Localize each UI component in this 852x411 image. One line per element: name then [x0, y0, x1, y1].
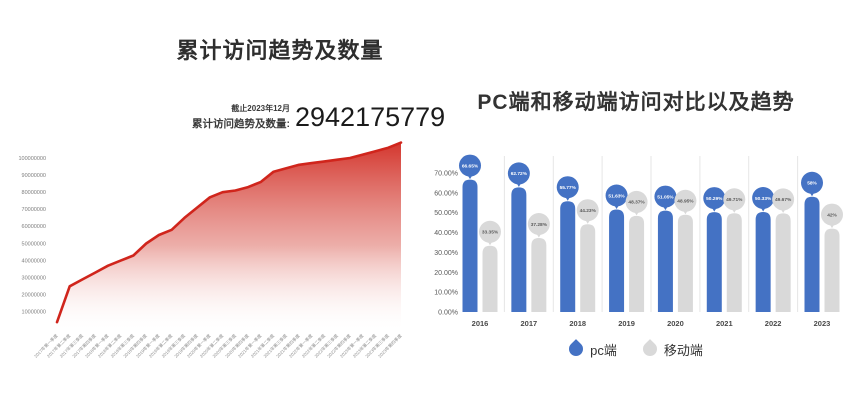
mobile-legend-label: 移动端 [663, 342, 703, 358]
cumulative-annotation: 截止2023年12月 累计访问趋势及数量: 2942175779 [192, 103, 445, 131]
svg-text:33.35%: 33.35% [482, 230, 499, 236]
svg-text:90000000: 90000000 [22, 173, 46, 179]
svg-text:37.28%: 37.28% [531, 222, 548, 228]
svg-text:49.67%: 49.67% [775, 197, 792, 203]
annotation-text-block: 截止2023年12月 累计访问趋势及数量: [192, 103, 290, 131]
svg-text:60000000: 60000000 [22, 224, 46, 230]
svg-text:2023: 2023 [814, 319, 831, 328]
svg-text:40.00%: 40.00% [434, 230, 458, 237]
svg-text:50.00%: 50.00% [434, 210, 458, 217]
svg-text:30.00%: 30.00% [434, 250, 458, 257]
svg-text:60.00%: 60.00% [434, 190, 458, 197]
annotation-label: 累计访问趋势及数量: [192, 118, 290, 130]
svg-text:2022: 2022 [765, 319, 782, 328]
svg-text:44.23%: 44.23% [580, 208, 597, 214]
svg-text:51.05%: 51.05% [657, 194, 674, 200]
pc-mobile-bar-chart: 0.00% 10.00% 20.00% 30.00% 40.00% 50.00% 60.00… [434, 154, 843, 328]
cumulative-area-chart: 10000000 20000000 30000000 40000000 50000000… [18, 141, 404, 359]
svg-text:40000000: 40000000 [22, 258, 46, 264]
svg-text:70.00%: 70.00% [434, 171, 458, 178]
svg-text:66.65%: 66.65% [462, 163, 479, 169]
legend-item-mobile[interactable]: 移动端 [639, 339, 703, 359]
comparison-chart-title: PC端和移动端访问对比以及趋势 [477, 91, 795, 114]
svg-text:2018: 2018 [569, 319, 586, 328]
cumulative-chart-title: 累计访问趋势及数量 [176, 38, 384, 63]
svg-text:2017: 2017 [521, 319, 538, 328]
svg-text:70000000: 70000000 [22, 207, 46, 213]
svg-text:80000000: 80000000 [22, 190, 46, 196]
legend-item-pc[interactable]: pc端 [566, 339, 617, 359]
svg-text:51.63%: 51.63% [608, 193, 625, 199]
svg-text:2019: 2019 [618, 319, 635, 328]
svg-text:20.00%: 20.00% [434, 270, 458, 277]
svg-text:2016: 2016 [472, 319, 489, 328]
svg-text:10000000: 10000000 [22, 310, 46, 316]
chart-legend: pc端 移动端 [420, 337, 852, 361]
svg-text:50.33%: 50.33% [755, 196, 772, 202]
svg-text:58%: 58% [807, 181, 817, 187]
pc-legend-label: pc端 [590, 342, 617, 358]
svg-text:20000000: 20000000 [22, 293, 46, 299]
svg-text:2020: 2020 [667, 319, 684, 328]
pc-drop-icon [566, 339, 587, 359]
svg-text:48.95%: 48.95% [677, 199, 694, 205]
svg-text:55.77%: 55.77% [560, 185, 577, 191]
annotation-date-note: 截止2023年12月 [231, 104, 290, 113]
svg-text:0.00%: 0.00% [438, 310, 458, 317]
svg-text:100000000: 100000000 [18, 156, 46, 162]
svg-text:62.72%: 62.72% [511, 171, 528, 177]
mobile-drop-icon [639, 339, 660, 359]
svg-text:48.37%: 48.37% [628, 200, 645, 206]
svg-text:49.71%: 49.71% [726, 197, 743, 203]
svg-text:50000000: 50000000 [22, 241, 46, 247]
svg-text:50.29%: 50.29% [706, 196, 723, 202]
svg-text:30000000: 30000000 [22, 276, 46, 282]
svg-text:42%: 42% [827, 212, 837, 218]
cumulative-total-value: 2942175779 [295, 102, 446, 133]
svg-text:10.00%: 10.00% [434, 290, 458, 297]
svg-text:2021: 2021 [716, 319, 733, 328]
